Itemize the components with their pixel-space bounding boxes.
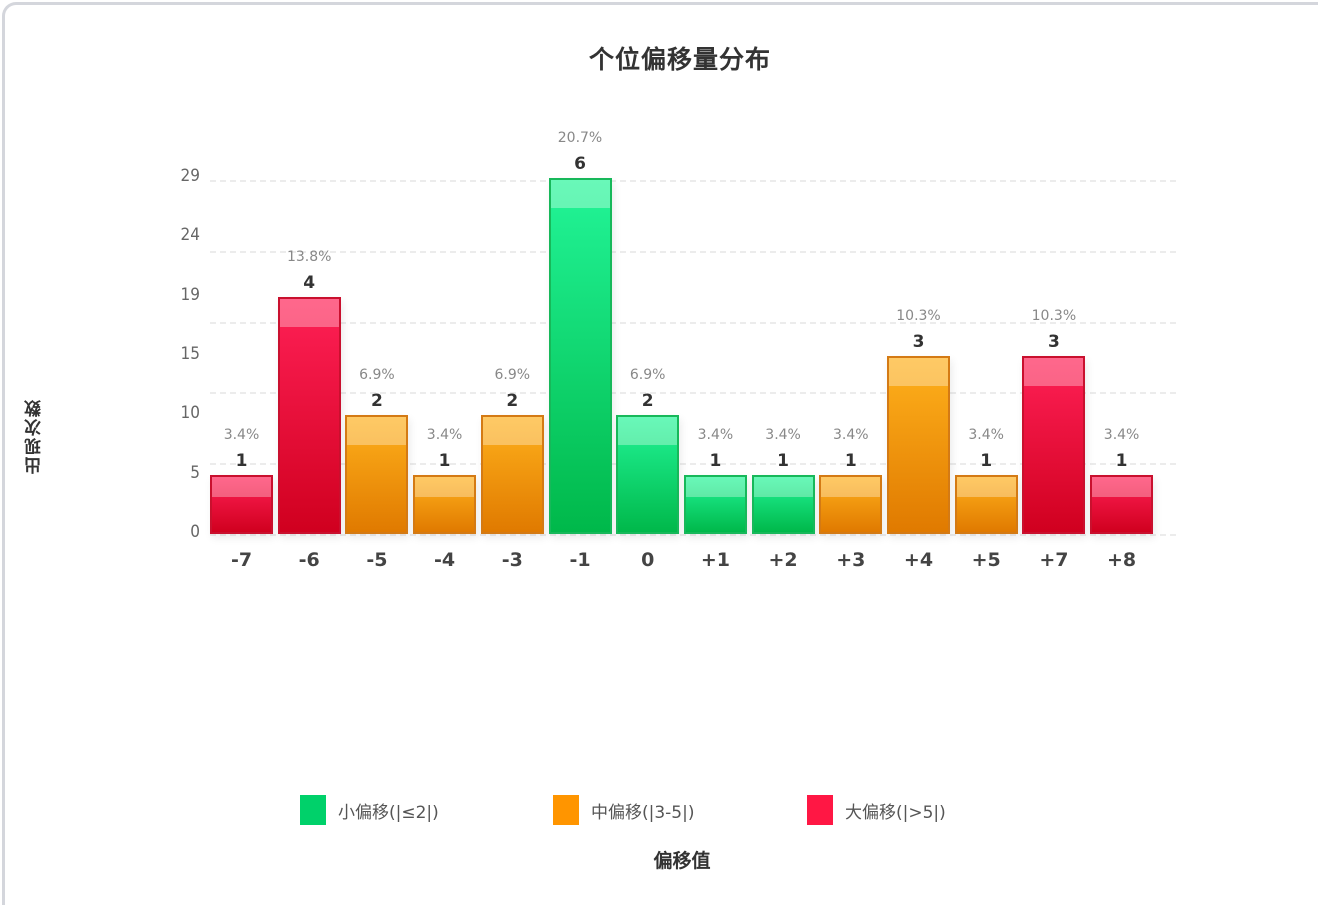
y-tick-label: 29 [180,166,200,186]
bar-+4[interactable] [887,356,950,534]
bar-highlight [753,476,813,497]
bar-count-label: 3 [1047,332,1060,352]
bar-highlight [482,417,542,446]
x-tick-label: -4 [434,549,456,571]
bar-percent-label: 10.3% [896,308,941,324]
x-tick-label: -3 [501,549,523,571]
bar-highlight [889,358,948,386]
bar-count-label: 1 [777,450,790,471]
bar--7[interactable] [210,474,273,534]
x-tick-label: -5 [366,549,388,571]
bar-highlight [550,180,610,208]
gridline [210,534,1176,536]
bar--1[interactable] [548,178,612,534]
bar-highlight [685,476,745,497]
bar-percent-label: 6.9% [494,367,531,384]
bar-0[interactable] [616,415,680,534]
bar--3[interactable] [480,415,544,534]
x-axis-label: 偏移值 [653,850,711,872]
x-tick-label: +4 [903,549,934,571]
gridline [210,250,1176,253]
x-tick-label: +1 [700,549,730,571]
bar-+5[interactable] [954,474,1018,534]
gridline [210,180,1176,182]
y-tick-label: 5 [190,462,200,483]
legend-swatch-icon [807,795,833,825]
legend-swatch-icon [553,795,579,825]
bar-highlight [347,417,407,446]
bar-percent-label: 13.8% [286,248,332,265]
gridline [210,463,1176,466]
bar-percent-label: 6.9% [629,367,666,384]
y-tick-label: 10 [180,403,200,424]
bar-count-label: 2 [506,391,519,412]
bar-percent-label: 3.4% [697,426,734,443]
bar-percent-label: 3.4% [968,426,1004,443]
bar-count-label: 1 [1115,450,1128,471]
bar-count-label: 1 [980,450,993,471]
x-tick-label: +3 [836,549,866,571]
bar-+2[interactable] [751,474,815,534]
bar-count-label: 6 [574,154,586,174]
bar-percent-label: 3.4% [765,426,801,443]
bar-percent-label: 3.4% [223,426,260,443]
y-tick-label: 15 [180,344,200,364]
bar-highlight [1092,476,1152,497]
bar-highlight [618,417,678,446]
bar-percent-label: 3.4% [833,426,869,443]
bar-count-label: 1 [844,450,857,471]
bar-+7[interactable] [1022,356,1086,534]
bar-count-label: 1 [438,450,451,471]
bar-+1[interactable] [683,474,747,534]
y-tick-label: 19 [180,284,200,305]
legend-label: 小偏移(|≤2|) [338,802,439,823]
bar-highlight [821,476,881,497]
bar-highlight [956,476,1016,497]
bar-percent-label: 3.4% [1103,426,1140,443]
chart-title: 个位偏移量分布 [588,45,771,74]
legend: 小偏移(|≤2|) 中偏移(|3-5|) 大偏移(|>5|) [0,795,1318,829]
bar-count-label: 1 [709,450,722,471]
bar-+3[interactable] [819,474,883,534]
x-tick-label: 0 [641,549,655,571]
y-tick-label: 24 [180,225,200,246]
bar-highlight [212,476,271,497]
bar-percent-label: 20.7% [557,130,603,146]
bar-count-label: 3 [912,332,925,352]
legend-label: 中偏移(|3-5|) [591,802,695,823]
x-tick-label: +2 [768,549,798,571]
x-tick-label: -7 [230,549,253,571]
plot-area: 0 5 10 15 19 24 29 1 3.4% -7 4 13.8% -6 2 6.9% -5 1 3.4% -… [180,130,1176,571]
legend-label: 大偏移(|>5|) [845,802,946,823]
bar-highlight [279,298,339,327]
bar-+8[interactable] [1090,474,1154,534]
bar-highlight [1024,358,1084,386]
y-tick-label: 0 [190,522,200,542]
gridline [210,321,1176,324]
bar-count-label: 2 [641,391,654,412]
gridline [210,392,1176,395]
x-tick-label: -1 [569,549,591,571]
bar-percent-label: 6.9% [359,367,395,384]
bar--4[interactable] [413,474,477,534]
bar-percent-label: 10.3% [1031,308,1077,324]
legend-item-large[interactable]: 大偏移(|>5|) [807,795,946,825]
x-tick-label: +7 [1039,549,1069,571]
legend-swatch-icon [300,795,326,825]
bar--6[interactable] [277,296,341,534]
bar--5[interactable] [345,415,409,534]
x-tick-label: -6 [298,549,320,571]
x-tick-label: +8 [1107,549,1137,571]
bar-count-label: 4 [303,272,316,293]
x-tick-label: +5 [971,549,1001,571]
legend-item-small[interactable]: 小偏移(|≤2|) [300,795,439,825]
bar-percent-label: 3.4% [426,426,463,443]
bar-highlight [415,476,475,497]
bar-count-label: 2 [370,391,383,412]
bar-count-label: 1 [235,450,248,471]
legend-item-medium[interactable]: 中偏移(|3-5|) [553,795,695,825]
